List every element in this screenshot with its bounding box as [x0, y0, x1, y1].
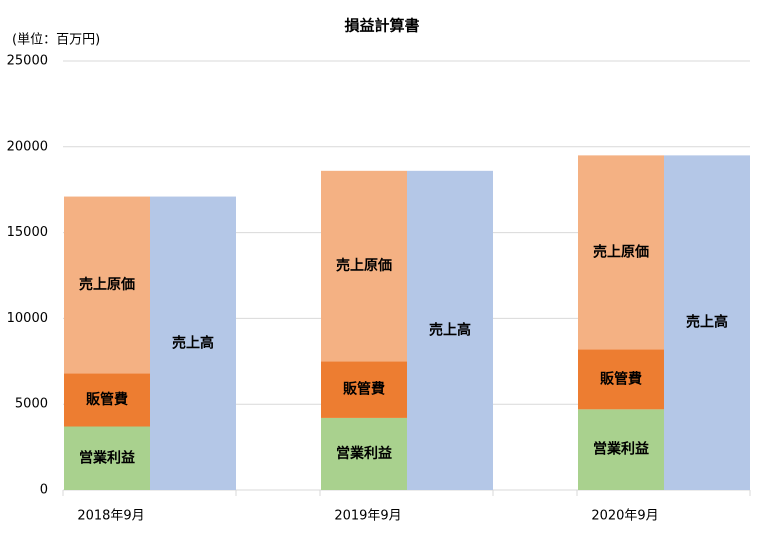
bar-segment: [321, 417, 407, 490]
bar-segment: [664, 155, 750, 490]
segment-label: 販管費: [343, 381, 385, 398]
y-tick-label: 25000: [7, 54, 48, 69]
bar-segment: [150, 196, 236, 490]
segment-label: 売上高: [429, 321, 471, 338]
y-tick-label: 5000: [15, 397, 48, 412]
bar-segment: [578, 155, 664, 350]
segment-label: 販管費: [86, 391, 128, 408]
x-tick-label: 2020年9月: [591, 509, 658, 524]
y-axis-label: (単位：百万円): [12, 32, 100, 48]
segment-label: 売上原価: [336, 257, 392, 274]
segment-label: 売上高: [172, 334, 214, 351]
bar-segment: [407, 170, 493, 490]
chart-title: 損益計算書: [344, 17, 419, 35]
segment-label: 売上原価: [593, 243, 649, 260]
segment-label: 営業利益: [336, 445, 392, 462]
y-tick-label: 0: [40, 483, 48, 498]
x-tick-label: 2018年9月: [77, 509, 144, 524]
segment-label: 営業利益: [79, 449, 135, 466]
x-tick-label: 2019年9月: [334, 509, 401, 524]
y-tick-label: 15000: [7, 225, 48, 240]
segment-label: 営業利益: [593, 441, 649, 458]
bar-segment: [64, 373, 150, 427]
bar-segment: [64, 426, 150, 490]
bar-segment: [321, 361, 407, 418]
y-tick-label: 10000: [7, 311, 48, 326]
segment-label: 売上原価: [79, 276, 135, 293]
bar-segment: [64, 196, 150, 374]
bar-segment: [321, 170, 407, 362]
segment-label: 売上高: [686, 314, 728, 331]
y-tick-label: 20000: [7, 139, 48, 154]
bar-segment: [578, 349, 664, 410]
segment-label: 販管費: [600, 370, 642, 387]
bar-segment: [578, 409, 664, 490]
